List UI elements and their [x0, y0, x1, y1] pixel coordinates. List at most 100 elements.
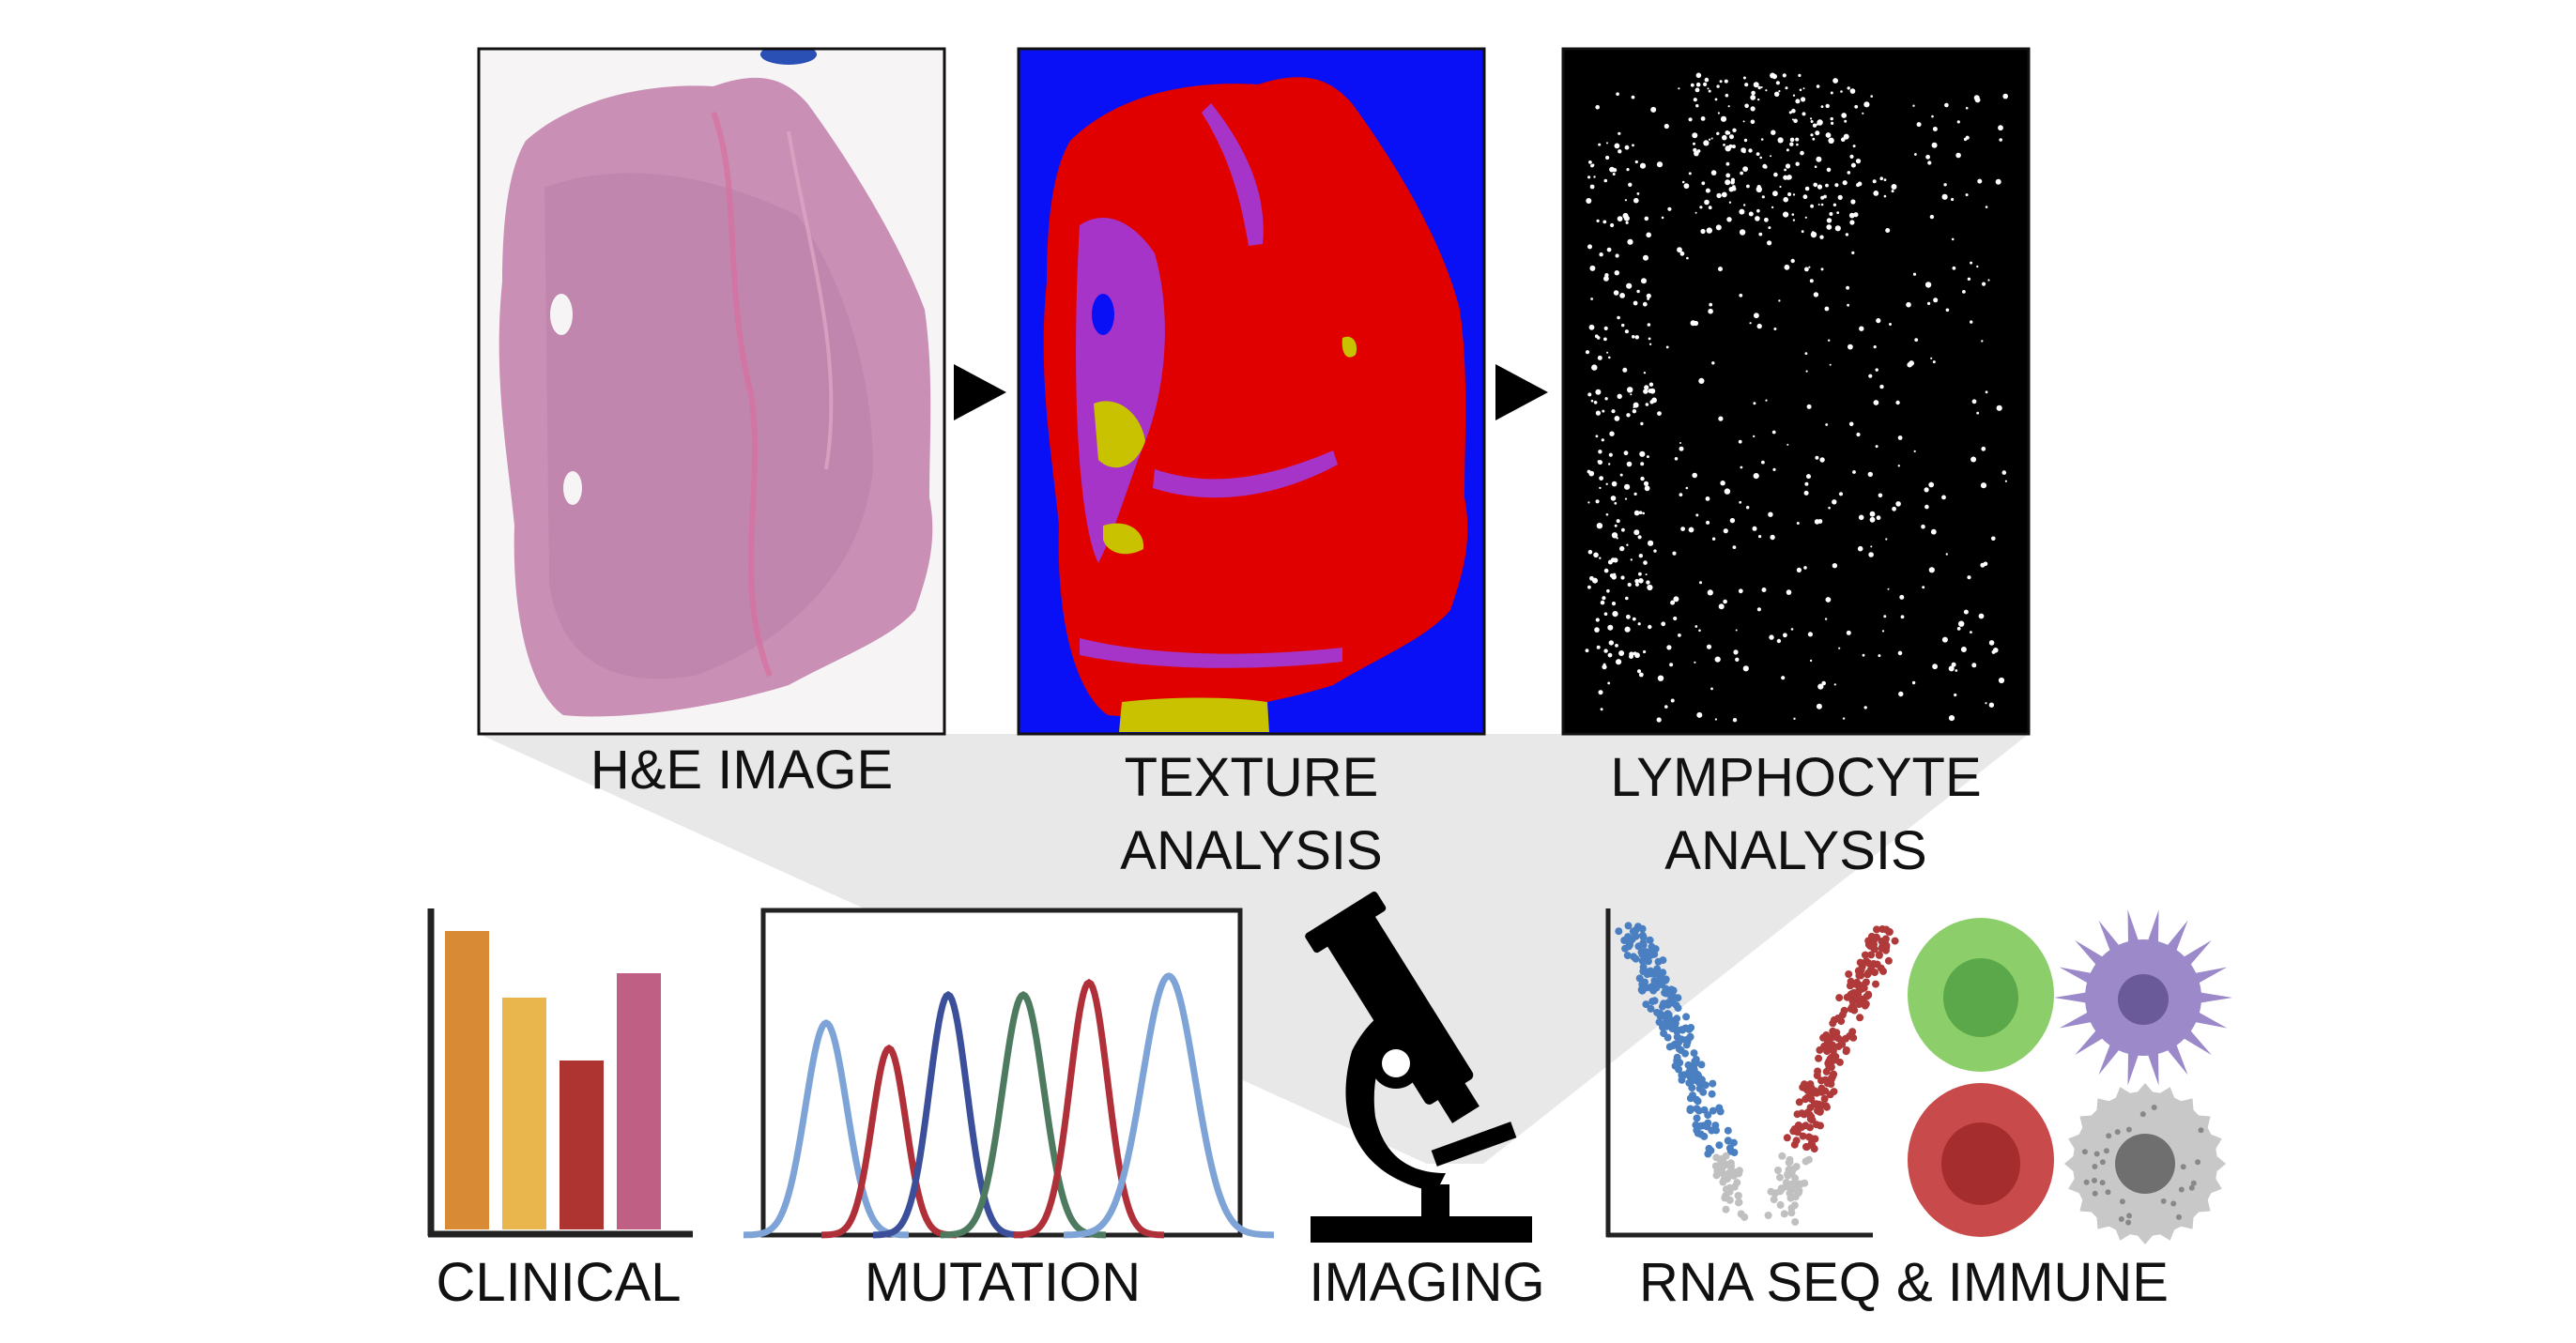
lymphocyte-dot [1768, 511, 1773, 517]
lymphocyte-dot [1631, 95, 1635, 99]
lymphocyte-dot [1756, 323, 1762, 329]
volcano-point [1802, 1157, 1810, 1166]
lymphocyte-dot [1634, 652, 1640, 659]
lymphocyte-dot [1592, 577, 1598, 584]
granule [2118, 1216, 2124, 1222]
volcano-point [1793, 1110, 1802, 1119]
lymphocyte-dot [1599, 252, 1603, 257]
lymphocyte-dot [1821, 680, 1826, 686]
lymphocyte-dot [1772, 467, 1776, 471]
lymphocyte-dot [1587, 585, 1591, 589]
lymphocyte-dot [1883, 194, 1887, 198]
lymphocyte-dot [1603, 649, 1608, 653]
lymphocyte-dot [1796, 522, 1800, 525]
lymphocyte-dot [1704, 199, 1710, 206]
lymphocyte-dot [1643, 389, 1648, 394]
lymphocyte-dot [1965, 193, 1969, 197]
lymphocyte-dot [1755, 216, 1760, 221]
volcano-point [1787, 1169, 1796, 1178]
volcano-point [1639, 939, 1648, 947]
lymphocyte-dot [1952, 266, 1956, 270]
lymphocyte-dot [1761, 588, 1767, 592]
lymphocyte-dot [1825, 132, 1832, 138]
lymphocyte-dot [1611, 409, 1616, 414]
granule [2105, 1189, 2111, 1196]
lymphocyte-dot [1980, 482, 1987, 489]
lymphocyte-dot [1657, 675, 1664, 681]
lymphocyte-dot [1596, 336, 1601, 340]
volcano-point [1767, 1187, 1775, 1196]
lymphocyte-dot [1784, 168, 1786, 172]
lymphocyte-dot [1733, 649, 1739, 655]
lymphocyte-dot [1706, 227, 1713, 234]
lymphocyte-dot [1644, 485, 1650, 492]
lymphocyte-dot [1636, 192, 1640, 195]
lymphocyte-dot [1641, 278, 1647, 284]
lymphocyte-dot [1613, 290, 1619, 296]
lymphocyte-dot [1633, 197, 1639, 204]
lymphocyte-dot [1996, 404, 2002, 411]
lymphocyte-dot [1623, 215, 1630, 221]
lymphocyte-dot [1636, 669, 1642, 674]
volcano-point [1875, 951, 1883, 959]
lymphocyte-dot [1803, 490, 1809, 496]
lymphocyte-dot [1725, 173, 1731, 178]
lymphocyte-dots [1585, 72, 2008, 723]
lymphocyte-dot [1610, 222, 1615, 228]
lymphocyte-dot [1970, 320, 1973, 324]
lymphocyte-dot [1976, 411, 1980, 415]
lymphocyte-dot [1633, 300, 1638, 306]
lymphocyte-dot [1826, 224, 1832, 230]
lymphocyte-dot [1710, 137, 1713, 140]
volcano-point [1784, 1183, 1792, 1191]
lymphocyte-dot [1789, 137, 1795, 143]
lymphocyte-dot [1715, 224, 1722, 231]
lymphocyte-dot [1729, 134, 1734, 140]
lymphocyte-dot [1806, 474, 1811, 480]
lymphocyte-dot [1718, 416, 1724, 421]
lymphocyte-dot [1708, 308, 1713, 314]
lymphocyte-dot [1620, 575, 1625, 580]
lymphocyte-dot [1723, 144, 1725, 146]
lymphocyte-dot [1842, 180, 1848, 186]
lymphocyte-dot [1753, 402, 1756, 405]
lymphocyte-dot [1632, 335, 1635, 339]
lymphocyte-dot [1601, 438, 1604, 442]
volcano-point [1824, 1037, 1832, 1045]
lymphocyte-dot [1967, 575, 1971, 580]
lymphocyte-dot [1744, 83, 1749, 87]
lymphocyte-dot [1850, 162, 1856, 168]
lymphocyte-dot [1647, 323, 1651, 327]
lymphocyte-dot [1602, 220, 1607, 224]
lymphocyte-dot [1978, 613, 1985, 619]
granule [2093, 1151, 2100, 1157]
lymphocyte-dot [1725, 161, 1730, 166]
lymphocyte-dot [1870, 545, 1873, 548]
lymphocyte-dot [1793, 118, 1798, 124]
lymphocyte-dot [1856, 432, 1861, 437]
sequence-peaks-icon [744, 908, 1274, 1239]
lymphocyte-dot [1922, 586, 1925, 589]
lymphocyte-dot [1885, 538, 1888, 541]
lymphocyte-dot [1711, 537, 1716, 541]
arrow-icon [1495, 364, 1548, 420]
lymphocyte-dot [1624, 329, 1629, 334]
lymphocyte-dot [1595, 104, 1600, 110]
lymphocyte-dot [1595, 435, 1599, 438]
volcano-point [1694, 1072, 1702, 1080]
lymphocyte-dot [1847, 303, 1849, 307]
lymphocyte-dot [1607, 559, 1613, 565]
lymphocyte-dot [1673, 616, 1678, 621]
lymphocyte-dot [1991, 536, 1996, 542]
volcano-point [1682, 1041, 1691, 1049]
lymphocyte-dot [1785, 163, 1791, 169]
lymphocyte-dot [1728, 201, 1732, 204]
lymphocyte-dot [1804, 186, 1810, 191]
lymphocyte-dot [1606, 588, 1610, 593]
volcano-point [1659, 956, 1667, 965]
lymphocyte-dot [1756, 208, 1760, 213]
lymphocyte-dot [1632, 617, 1636, 621]
volcano-point [1842, 1047, 1850, 1056]
lymphocyte-dot [1640, 462, 1645, 466]
lymphocyte-dot [1605, 482, 1608, 485]
